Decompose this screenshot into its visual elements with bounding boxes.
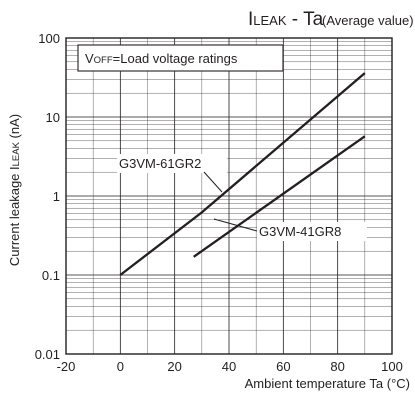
series-leader-line <box>213 218 258 232</box>
chart-subtitle: (Average value) <box>322 13 414 28</box>
y-tick-label: 10 <box>46 110 60 125</box>
condition-note: VOFF=Load voltage ratings <box>77 44 284 72</box>
y-tick-labels: 0.01 0.1 1 10 100 <box>35 31 60 362</box>
series-label: G3VM-61GR2 <box>119 156 201 171</box>
x-tick-label: 60 <box>276 359 290 374</box>
series-label-backdrop <box>117 154 227 173</box>
series-line-1 <box>119 72 366 276</box>
condition-note-box <box>77 44 284 72</box>
y-tick-label: 1 <box>53 189 60 204</box>
series-layer <box>119 72 366 276</box>
y-tick-label: 100 <box>38 31 60 46</box>
condition-note-text: VOFF=Load voltage ratings <box>85 51 238 66</box>
chart-title: ILEAK - Ta <box>248 9 324 30</box>
series-label: G3VM-41GR8 <box>259 224 341 239</box>
x-tick-labels: -20 0 20 40 60 80 100 <box>57 359 403 374</box>
series-leader-line <box>203 171 223 193</box>
series-label-backdrop <box>257 222 367 241</box>
x-axis-label: Ambient temperature Ta (°C) <box>245 376 410 391</box>
x-tick-label: 0 <box>117 359 124 374</box>
x-tick-label: 80 <box>330 359 344 374</box>
x-tick-label: -20 <box>57 359 76 374</box>
x-tick-label: 40 <box>222 359 236 374</box>
y-tick-label: 0.01 <box>35 347 60 362</box>
y-axis-label: Current leakage ILEAK (nA) <box>7 114 22 266</box>
plot-frame <box>65 37 393 355</box>
series-line-2 <box>193 135 366 258</box>
y-tick-label: 0.1 <box>42 268 60 283</box>
x-tick-label: 100 <box>381 359 403 374</box>
x-tick-label: 20 <box>167 359 181 374</box>
series-callouts: G3VM-61GR2 G3VM-41GR8 <box>117 154 367 241</box>
